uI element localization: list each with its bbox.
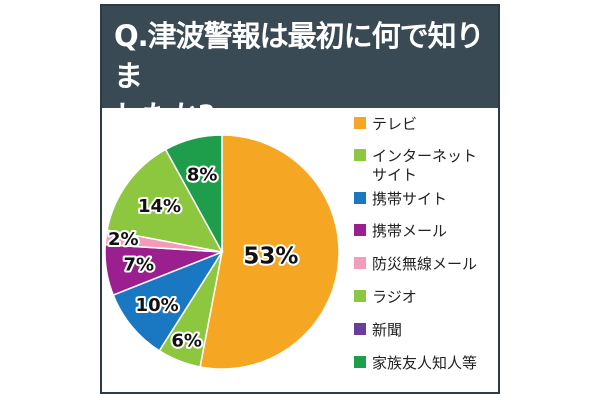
legend-label: 携帯メール: [372, 222, 447, 240]
chart-frame: Q.津波警報は最初に何で知りま したか? 53% 6% 10% 7% 2% 14% 8% テレ…: [100, 4, 500, 394]
legend-item: 新聞: [354, 321, 402, 339]
pie-slices: [104, 134, 340, 370]
legend-swatch: [354, 257, 366, 269]
pie-chart: 53% 6% 10% 7% 2% 14% 8% テレビインターネットサイト携帯サイト携帯メール…: [104, 115, 477, 372]
legend-label: 新聞: [372, 321, 402, 339]
chart-title: Q.津波警報は最初に何で知りま したか?: [114, 16, 490, 136]
legend-swatch: [354, 290, 366, 302]
pie-slice-家族友人知人等: [164, 134, 223, 253]
slice-value-label: 8%: [187, 164, 218, 185]
legend-item: 携帯サイト: [354, 190, 447, 208]
slice-value-label: 53%: [243, 244, 298, 270]
pie-slice-携帯サイト: [112, 250, 224, 352]
legend-label: サイト: [372, 166, 417, 184]
legend-label: インターネット: [372, 147, 477, 165]
pie-value-labels: 53% 6% 10% 7% 2% 14% 8%: [106, 162, 300, 353]
chart-title-line-1: Q.津波警報は最初に何で知りま: [114, 19, 485, 93]
pie-slice-インターネットサイト: [106, 148, 224, 254]
legend-swatch: [354, 224, 366, 236]
legend-label: 防災無線メール: [372, 255, 477, 273]
legend-item: 家族友人知人等: [354, 354, 477, 372]
legend-item: テレビ: [354, 115, 417, 133]
slice-value-label: 7%: [124, 255, 155, 276]
pie-slice-テレビ: [199, 134, 340, 370]
legend-swatch: [354, 149, 366, 161]
legend-swatch: [354, 192, 366, 204]
legend-swatch: [354, 117, 366, 129]
legend-item: 防災無線メール: [354, 255, 477, 273]
slice-value-label: 2%: [108, 229, 139, 250]
slice-value-label: 6%: [171, 331, 202, 352]
legend-swatch: [354, 323, 366, 335]
legend-item: 携帯メール: [354, 222, 447, 240]
legend-label: テレビ: [372, 115, 417, 133]
legend: テレビインターネットサイト携帯サイト携帯メール防災無線メールラジオ新聞家族友人知…: [354, 115, 477, 372]
legend-label: 携帯サイト: [372, 190, 447, 208]
slice-value-label: 10%: [136, 295, 179, 316]
legend-label: 家族友人知人等: [372, 354, 477, 372]
title-bar: Q.津波警報は最初に何で知りま したか?: [102, 6, 498, 133]
slice-value-label: 14%: [138, 196, 181, 217]
legend-item: ラジオ: [354, 288, 417, 306]
legend-swatch: [354, 356, 366, 368]
legend-label: ラジオ: [372, 288, 417, 306]
chart-title-line-2: したか?: [114, 99, 215, 133]
